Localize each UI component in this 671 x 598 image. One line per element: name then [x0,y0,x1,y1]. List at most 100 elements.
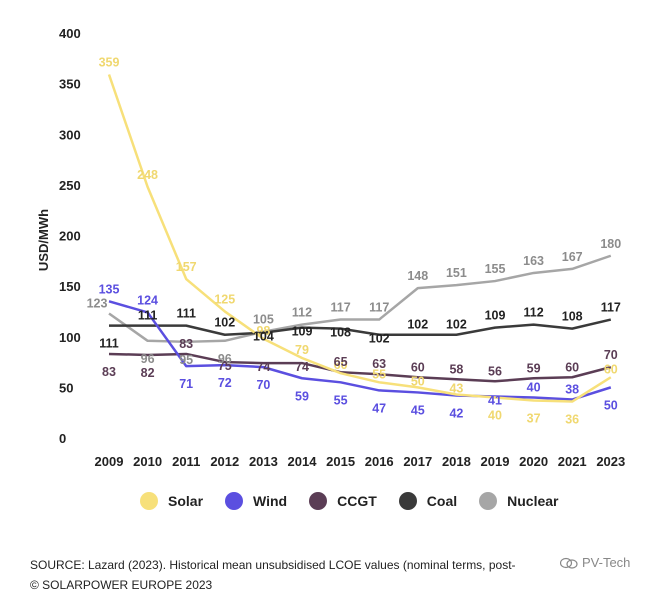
legend-item-coal: Coal [398,492,458,510]
data-label-ccgt: 83 [179,337,193,351]
x-axis: 2009 2010 2011 2012 2013 2014 2015 2016 2017 2018… [95,454,626,469]
data-label-wind: 59 [295,389,309,403]
data-label-wind: 42 [449,406,463,420]
data-label-nuclear: 148 [407,269,428,283]
data-label-coal: 109 [292,325,313,339]
data-label-ccgt: 60 [411,360,425,374]
data-label-wind: 71 [179,377,193,391]
data-label-coal: 104 [253,330,274,344]
series-line-coal [109,318,612,336]
data-label-wind: 124 [137,293,158,307]
data-label-wind: 135 [99,282,120,296]
x-tick-label: 2018 [442,454,471,469]
data-label-solar: 55 [372,367,386,381]
data-label-nuclear: 123 [87,296,108,310]
legend-label: Nuclear [507,493,559,509]
legend-swatch [398,492,417,510]
data-label-nuclear: 96 [218,352,232,366]
data-label-solar: 79 [295,343,309,357]
series-line-solar [107,74,612,403]
y-tick-label: 200 [59,229,81,244]
x-tick-label: 2010 [133,454,162,469]
data-label-nuclear: 96 [141,352,155,366]
data-label-coal: 111 [138,309,158,323]
wechat-icon [560,557,578,569]
y-tick-label: 350 [59,77,81,92]
watermark-text: PV-Tech [582,555,631,570]
series-line-ccgt [108,352,612,383]
y-tick-label: 400 [59,26,81,41]
data-label-coal: 108 [562,310,583,324]
data-label-nuclear: 105 [253,313,274,327]
series-line-wind [108,300,612,401]
data-label-solar: 37 [527,412,541,426]
data-label-solar: 60 [604,362,618,376]
data-label-wind: 72 [218,376,232,390]
x-tick-label: 2017 [403,454,432,469]
data-label-wind: 41 [488,393,502,407]
data-label-wind: 45 [411,403,425,417]
data-label-ccgt: 74 [256,360,270,374]
legend-item-ccgt: CCGT [309,492,377,510]
data-label-solar: 36 [565,413,579,427]
data-label-nuclear: 163 [523,254,544,268]
data-label-solar: 40 [488,409,502,423]
legend-label: Coal [426,493,458,509]
y-tick-label: 150 [59,279,81,294]
data-label-nuclear: 117 [331,301,351,315]
data-label-solar: 60 [334,358,348,372]
legend-swatch [309,492,328,510]
data-label-nuclear: 117 [369,301,389,315]
data-label-coal: 111 [176,307,196,321]
source-text: SOURCE: Lazard (2023). Historical mean u… [30,558,516,572]
legend-item-nuclear: Nuclear [479,492,558,510]
data-label-coal: 102 [369,332,390,346]
legend-label: Solar [168,493,204,509]
data-label-coal: 102 [446,318,467,332]
y-tick-label: 50 [59,380,73,395]
data-label-nuclear: 112 [292,306,312,320]
data-label-ccgt: 75 [218,359,232,373]
data-label-coal: 108 [330,326,351,340]
y-axis: USD/MWh 0 50 100 150 200 250 300 350 400 [36,26,81,446]
data-label-wind: 40 [527,381,541,395]
series-line-nuclear [108,254,612,344]
data-label-ccgt: 70 [604,348,618,362]
legend-label: Wind [253,493,288,509]
x-tick-label: 2016 [365,454,394,469]
data-label-ccgt: 74 [295,360,309,374]
x-tick-label: 2009 [95,454,124,469]
data-label-wind: 50 [604,398,618,412]
y-tick-label: 0 [59,431,66,446]
data-label-ccgt: 83 [102,365,116,379]
data-labels: 359 248 157 125 98 79 60 55 50 43 40 37 36 60 135 124 71… [87,56,622,427]
data-label-solar: 43 [449,381,463,395]
lcoe-line-chart: USD/MWh 0 50 100 150 200 250 300 350 400 2009 2010… [36,26,626,469]
legend: Solar Wind CCGT Coal Nuclear [140,492,580,510]
data-label-nuclear: 151 [446,266,467,280]
data-label-solar: 50 [411,374,425,388]
x-tick-label: 2019 [481,454,510,469]
legend-swatch [479,492,498,510]
data-label-nuclear: 155 [485,262,506,276]
data-label-nuclear: 95 [179,353,193,367]
y-tick-label: 250 [59,178,81,193]
data-label-ccgt: 65 [334,355,348,369]
data-label-coal: 117 [601,301,621,315]
legend-swatch [225,492,244,510]
x-tick-label: 2011 [172,454,200,469]
data-label-solar: 125 [214,292,235,306]
data-label-nuclear: 167 [562,250,583,264]
x-tick-label: 2015 [326,454,355,469]
copyright-text: © SOLARPOWER EUROPE 2023 [30,578,213,592]
y-axis-label: USD/MWh [36,209,51,271]
legend-label: CCGT [337,493,377,509]
data-label-solar: 157 [176,260,197,274]
data-label-coal: 112 [524,306,544,320]
y-tick-label: 300 [59,127,81,142]
data-label-wind: 55 [334,393,348,407]
data-label-solar: 359 [99,56,120,70]
data-label-coal: 102 [214,316,235,330]
data-label-solar: 98 [256,324,270,338]
data-label-coal: 109 [485,309,506,323]
